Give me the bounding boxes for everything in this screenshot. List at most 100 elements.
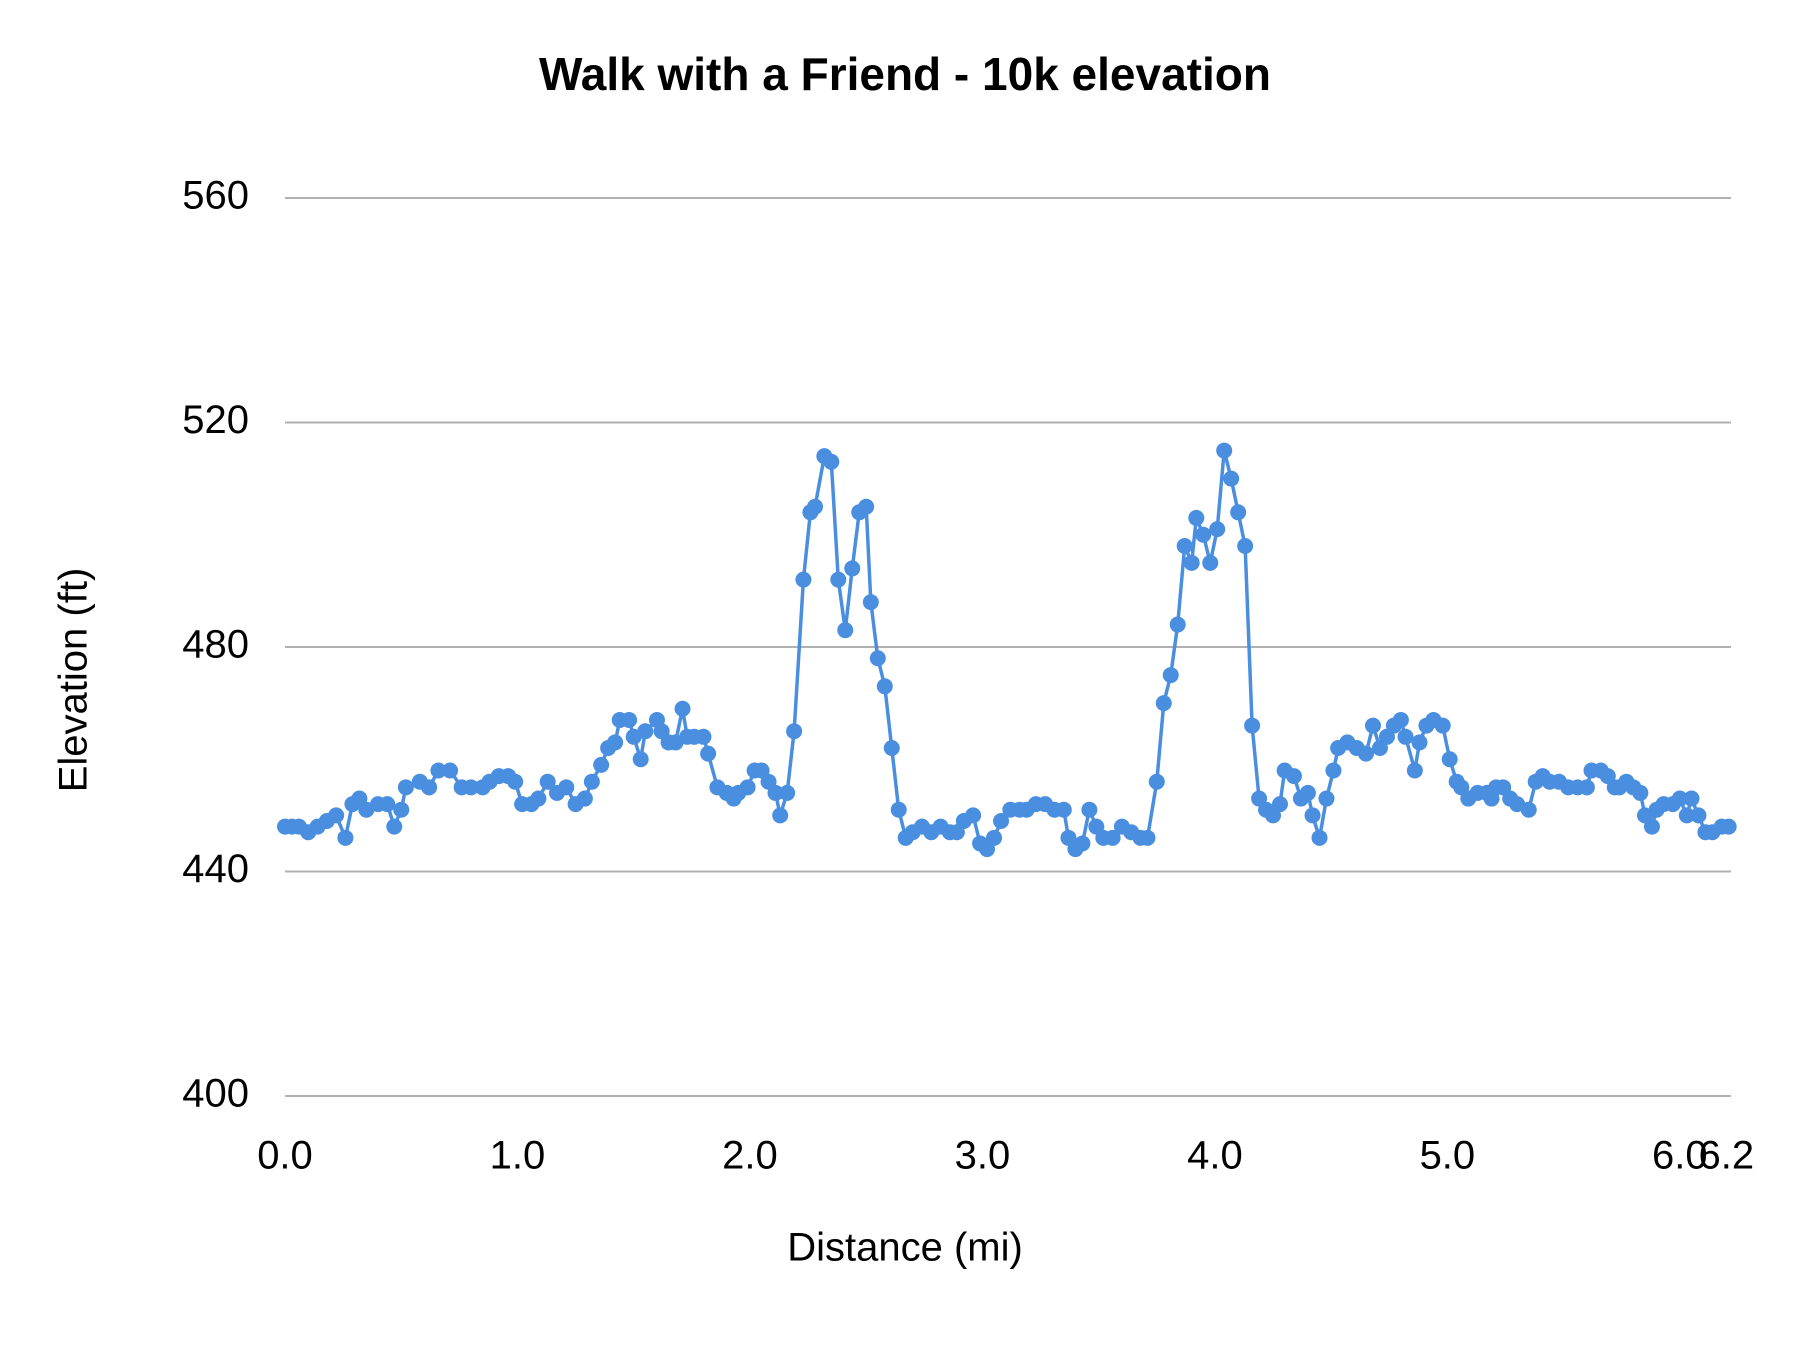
- data-point: [1169, 616, 1186, 633]
- data-point: [1406, 762, 1423, 779]
- data-point: [1441, 751, 1458, 768]
- x-tick-label: 0.0: [257, 1134, 313, 1178]
- data-point: [779, 784, 796, 801]
- y-tick-label: 440: [182, 847, 249, 891]
- data-point: [1325, 762, 1342, 779]
- data-point: [1311, 829, 1328, 846]
- data-point: [593, 756, 610, 773]
- data-point: [1209, 521, 1226, 538]
- data-point: [1299, 784, 1316, 801]
- data-point: [1155, 695, 1172, 712]
- data-point: [558, 779, 575, 796]
- data-point: [883, 740, 900, 757]
- chart-title: Walk with a Friend - 10k elevation: [539, 48, 1271, 100]
- data-point: [1081, 801, 1098, 818]
- data-point: [1318, 790, 1335, 807]
- data-point: [890, 801, 907, 818]
- data-point: [1578, 779, 1595, 796]
- data-point: [767, 784, 784, 801]
- y-tick-label: 480: [182, 623, 249, 667]
- data-point: [328, 807, 345, 824]
- data-point: [1202, 554, 1219, 571]
- data-point: [576, 790, 593, 807]
- x-tick-label: 5.0: [1420, 1134, 1476, 1178]
- data-point: [1195, 526, 1212, 543]
- data-point: [1183, 554, 1200, 571]
- data-point: [337, 829, 354, 846]
- data-point: [876, 678, 893, 695]
- data-point: [739, 779, 756, 796]
- data-point: [795, 571, 812, 588]
- data-point: [869, 650, 886, 667]
- data-point: [1188, 509, 1205, 526]
- x-tick-label: 1.0: [490, 1134, 546, 1178]
- data-point: [539, 773, 556, 790]
- x-axis-title: Distance (mi): [787, 1226, 1023, 1270]
- data-point: [1720, 818, 1737, 835]
- data-point: [507, 773, 524, 790]
- data-point: [823, 453, 840, 470]
- data-point: [965, 807, 982, 824]
- data-point: [1364, 717, 1381, 734]
- data-point: [1643, 818, 1660, 835]
- data-point: [1285, 768, 1302, 785]
- data-point: [1074, 835, 1091, 852]
- data-point: [1104, 829, 1121, 846]
- data-point: [1683, 790, 1700, 807]
- data-point: [607, 734, 624, 751]
- series-line: [285, 448, 1729, 851]
- data-point: [1216, 442, 1233, 459]
- data-point: [462, 779, 479, 796]
- x-tick-label: 2.0: [722, 1134, 778, 1178]
- data-point: [1055, 801, 1072, 818]
- data-point: [1671, 790, 1688, 807]
- data-point: [386, 818, 403, 835]
- data-point: [442, 762, 459, 779]
- data-point: [1162, 667, 1179, 684]
- data-point: [379, 796, 396, 813]
- data-point: [430, 762, 447, 779]
- data-point: [1176, 537, 1193, 554]
- data-point: [632, 751, 649, 768]
- data-point: [1520, 801, 1537, 818]
- data-point: [1392, 711, 1409, 728]
- data-point: [862, 594, 879, 611]
- data-point: [1148, 773, 1165, 790]
- y-tick-label: 560: [182, 174, 249, 218]
- data-point: [1139, 829, 1156, 846]
- data-point: [1434, 717, 1451, 734]
- data-point: [993, 812, 1010, 829]
- data-point: [530, 790, 547, 807]
- data-point: [858, 498, 875, 515]
- data-point: [844, 560, 861, 577]
- y-tick-label: 520: [182, 398, 249, 442]
- data-point: [772, 807, 789, 824]
- data-point: [1304, 807, 1321, 824]
- data-point: [700, 745, 717, 762]
- x-tick-label: 6.0: [1652, 1134, 1708, 1178]
- data-point: [1358, 745, 1375, 762]
- data-point: [393, 801, 410, 818]
- data-point: [1237, 537, 1254, 554]
- data-point: [621, 711, 638, 728]
- data-point: [1632, 784, 1649, 801]
- x-tick-label: 3.0: [955, 1134, 1011, 1178]
- data-point: [830, 571, 847, 588]
- data-point: [837, 622, 854, 639]
- data-point: [674, 700, 691, 717]
- data-point: [786, 723, 803, 740]
- data-point: [986, 829, 1003, 846]
- y-axis-title: Elevation (ft): [52, 568, 96, 793]
- data-point: [1271, 796, 1288, 813]
- data-point: [1244, 717, 1261, 734]
- data-point: [807, 498, 824, 515]
- y-tick-label: 400: [182, 1072, 249, 1116]
- data-point: [1411, 734, 1428, 751]
- data-point: [637, 723, 654, 740]
- data-point: [583, 773, 600, 790]
- x-tick-label: 4.0: [1187, 1134, 1243, 1178]
- data-point: [1223, 470, 1240, 487]
- data-point: [1678, 807, 1695, 824]
- x-tick-label: 6.2: [1699, 1134, 1755, 1178]
